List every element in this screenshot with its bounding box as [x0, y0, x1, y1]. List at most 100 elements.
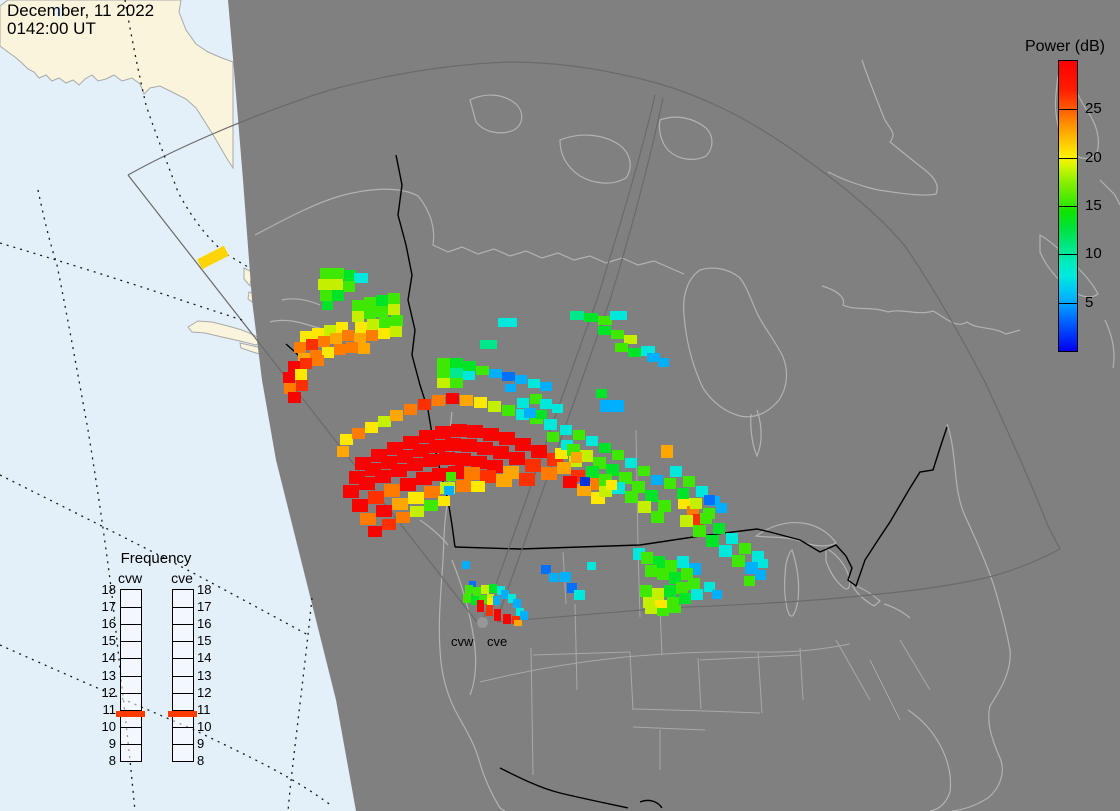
- backscatter-cell: [501, 590, 509, 599]
- frequency-rung: [121, 658, 141, 660]
- backscatter-cell: [658, 500, 671, 512]
- backscatter-cell: [365, 422, 378, 433]
- backscatter-cell: [496, 474, 512, 487]
- backscatter-cell: [358, 343, 370, 354]
- colorbar-tick: [1059, 206, 1077, 207]
- backscatter-cell: [451, 424, 467, 437]
- backscatter-cell: [664, 478, 676, 489]
- backscatter-cell: [547, 432, 559, 442]
- backscatter-cell: [632, 481, 645, 493]
- backscatter-cell: [739, 543, 751, 554]
- frequency-tick-label: 9: [197, 735, 205, 751]
- backscatter-cell: [641, 552, 653, 564]
- backscatter-cell: [364, 308, 376, 319]
- backscatter-cell: [352, 428, 365, 439]
- backscatter-cell: [471, 596, 479, 605]
- backscatter-cell: [645, 606, 657, 614]
- frequency-tick-label: 12: [197, 684, 212, 700]
- backscatter-cell: [400, 478, 416, 491]
- backscatter-cell: [344, 270, 356, 281]
- frequency-tick-label: 9: [108, 735, 116, 751]
- backscatter-cell: [336, 322, 348, 333]
- backscatter-cell: [677, 556, 689, 568]
- backscatter-cell: [670, 466, 682, 477]
- backscatter-cell: [555, 448, 568, 459]
- frequency-rung: [121, 743, 141, 745]
- backscatter-cell: [446, 472, 456, 481]
- frequency-tick-label: 14: [101, 650, 116, 666]
- frequency-tick-label: 11: [102, 701, 117, 717]
- night-shade: [228, 0, 1120, 811]
- backscatter-cell: [416, 472, 432, 485]
- backscatter-cell: [577, 484, 591, 496]
- radar-site-label-cve: cve: [487, 634, 508, 649]
- backscatter-cell: [455, 453, 471, 466]
- backscatter-cell: [499, 432, 515, 445]
- power-colorbar: [1058, 60, 1078, 352]
- backscatter-cell: [536, 410, 547, 419]
- backscatter-cell: [692, 514, 703, 525]
- backscatter-cell: [294, 342, 306, 353]
- backscatter-cell: [332, 268, 344, 279]
- backscatter-cell: [580, 477, 590, 486]
- backscatter-cell: [528, 379, 540, 388]
- backscatter-cell: [587, 562, 596, 570]
- backscatter-cell: [450, 378, 463, 388]
- frequency-tick-label: 15: [197, 633, 212, 649]
- frequency-tick-label: 17: [197, 599, 212, 615]
- frequency-rung: [173, 761, 193, 762]
- backscatter-cell: [580, 450, 593, 462]
- backscatter-cell: [664, 585, 676, 597]
- backscatter-cell: [658, 358, 669, 367]
- backscatter-cell: [340, 434, 353, 445]
- backscatter-cell: [516, 409, 529, 420]
- backscatter-cell: [477, 442, 493, 455]
- frequency-rung: [121, 607, 141, 609]
- colorbar-tick-label: 25: [1085, 100, 1102, 118]
- backscatter-cell: [628, 348, 641, 357]
- backscatter-cell: [479, 595, 487, 604]
- backscatter-cell: [391, 315, 403, 326]
- backscatter-cell: [540, 399, 552, 409]
- backscatter-cell: [352, 311, 364, 322]
- backscatter-cell: [407, 458, 423, 471]
- backscatter-cell: [647, 353, 660, 362]
- backscatter-cell: [619, 472, 632, 484]
- backscatter-cell: [712, 590, 722, 599]
- backscatter-cell: [502, 405, 515, 416]
- backscatter-cell: [388, 293, 400, 304]
- backscatter-cell: [450, 368, 463, 378]
- backscatter-cell: [477, 600, 484, 612]
- frequency-tick-label: 15: [101, 633, 116, 649]
- frequency-column-label-cvw: cvw: [117, 570, 143, 586]
- backscatter-cell: [461, 439, 477, 452]
- backscatter-cell: [343, 485, 359, 498]
- backscatter-cell: [392, 498, 408, 510]
- backscatter-cell: [645, 490, 658, 502]
- backscatter-cell: [586, 436, 598, 446]
- backscatter-cell: [515, 375, 527, 384]
- backscatter-cell: [330, 333, 342, 344]
- frequency-rung: [121, 641, 141, 643]
- backscatter-cell: [295, 369, 307, 380]
- backscatter-cell: [669, 572, 681, 584]
- backscatter-cell: [318, 336, 330, 347]
- backscatter-cell: [514, 620, 522, 626]
- backscatter-cell: [624, 335, 637, 344]
- backscatter-cell: [651, 511, 664, 523]
- backscatter-cell: [488, 401, 501, 412]
- frequency-rung: [121, 761, 141, 762]
- frequency-ladder-cvw: [120, 589, 142, 762]
- backscatter-cell: [384, 484, 400, 497]
- backscatter-cell: [683, 476, 695, 487]
- frequency-rung: [173, 675, 193, 677]
- backscatter-cell: [368, 491, 384, 504]
- backscatter-cell: [450, 358, 463, 368]
- colorbar-tick-label: 10: [1085, 245, 1102, 263]
- backscatter-cell: [688, 578, 700, 590]
- backscatter-cell: [437, 358, 450, 368]
- backscatter-cell: [284, 383, 296, 394]
- backscatter-cell: [439, 452, 455, 465]
- backscatter-cell: [444, 486, 454, 495]
- backscatter-cell: [610, 311, 627, 320]
